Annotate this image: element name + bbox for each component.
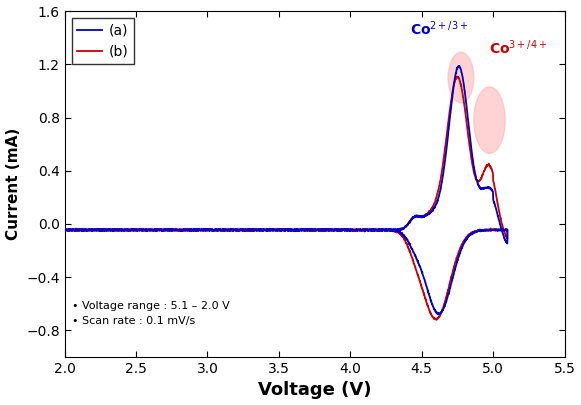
(b) bbox=[88, 228, 95, 232]
Ellipse shape bbox=[474, 87, 505, 153]
(b) bbox=[303, 227, 310, 232]
(a) bbox=[61, 228, 68, 232]
(b) bbox=[132, 227, 139, 232]
(a) bbox=[303, 228, 310, 232]
(b) bbox=[433, 194, 440, 199]
(a) bbox=[61, 227, 68, 232]
(a) bbox=[433, 201, 440, 206]
Line: (b): (b) bbox=[64, 77, 507, 320]
(b) bbox=[61, 227, 68, 232]
(a) bbox=[88, 228, 95, 233]
Text: • Voltage range : 5.1 – 2.0 V
• Scan rate : 0.1 mV/s: • Voltage range : 5.1 – 2.0 V • Scan rat… bbox=[71, 301, 229, 326]
(a) bbox=[132, 227, 139, 232]
X-axis label: Voltage (V): Voltage (V) bbox=[258, 382, 371, 399]
(a) bbox=[440, 167, 447, 172]
(b) bbox=[433, 318, 440, 322]
(b) bbox=[482, 166, 489, 171]
(a) bbox=[482, 185, 489, 190]
(a) bbox=[456, 63, 463, 68]
Y-axis label: Current (mA): Current (mA) bbox=[6, 128, 20, 240]
Text: Co$^{2+/3+}$: Co$^{2+/3+}$ bbox=[410, 19, 468, 38]
(b) bbox=[61, 227, 68, 232]
(b) bbox=[440, 155, 447, 160]
Ellipse shape bbox=[448, 52, 474, 103]
Line: (a): (a) bbox=[64, 66, 507, 314]
(a) bbox=[435, 312, 442, 317]
Text: Co$^{3+/4+}$: Co$^{3+/4+}$ bbox=[489, 38, 547, 57]
(b) bbox=[454, 74, 461, 79]
Legend: (a), (b): (a), (b) bbox=[71, 18, 134, 64]
